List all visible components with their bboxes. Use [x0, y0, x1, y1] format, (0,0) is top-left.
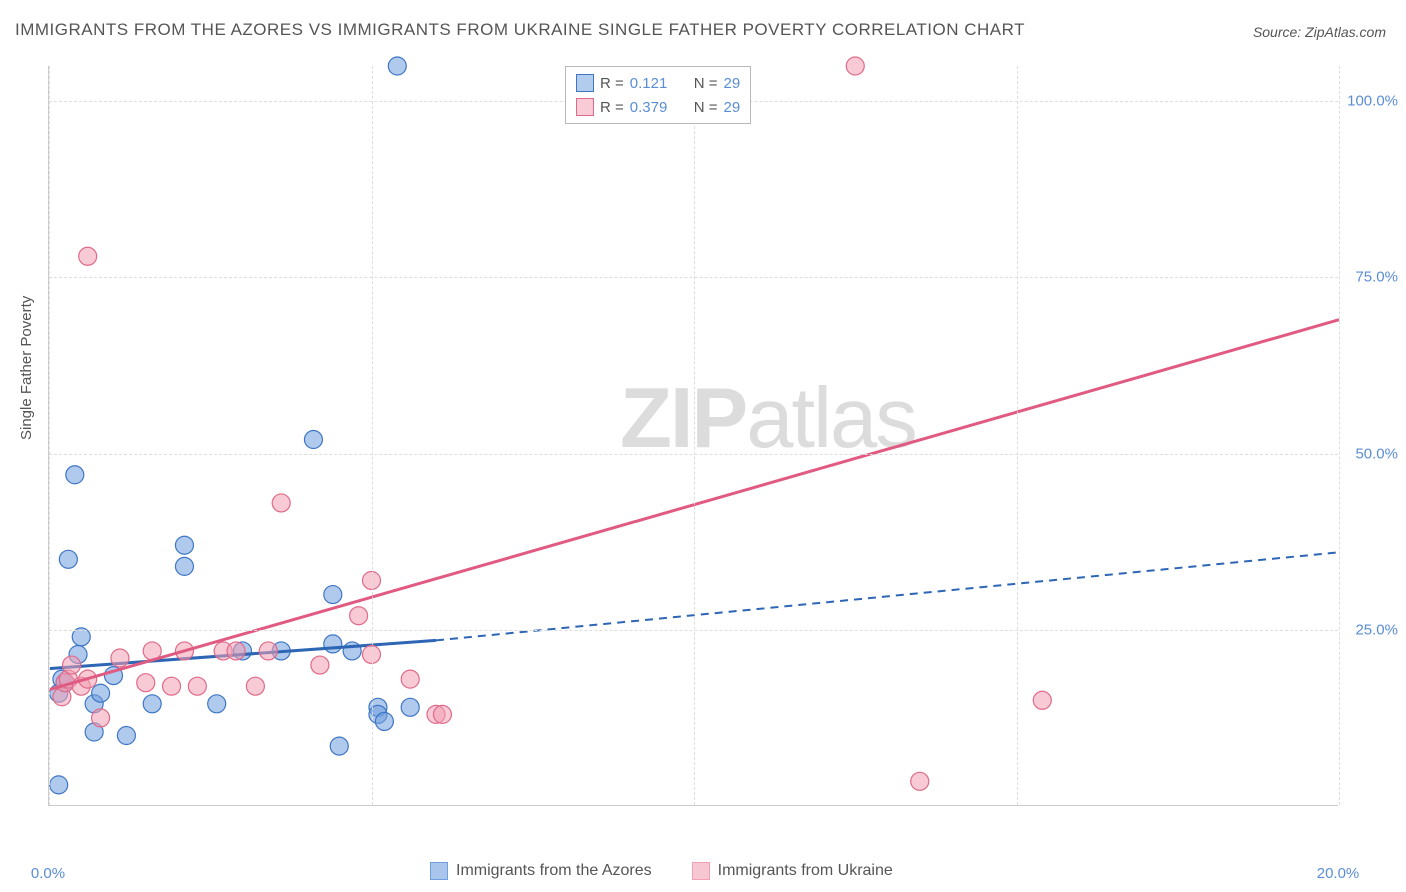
legend-stats-row: R = 0.379 N = 29 [576, 95, 740, 119]
legend-series: Immigrants from the Azores Immigrants fro… [430, 862, 893, 880]
data-point [79, 247, 97, 265]
legend-swatch [576, 98, 594, 116]
data-point [163, 677, 181, 695]
data-point [143, 695, 161, 713]
x-tick-label: 20.0% [1317, 865, 1360, 882]
data-point [375, 712, 393, 730]
legend-swatch [430, 862, 448, 880]
data-point [330, 737, 348, 755]
data-point [208, 695, 226, 713]
data-point [175, 536, 193, 554]
data-point [401, 698, 419, 716]
y-tick-label: 75.0% [1355, 269, 1398, 286]
data-point [259, 642, 277, 660]
r-value: 0.121 [630, 75, 680, 92]
trend-line-dashed [436, 552, 1339, 640]
data-point [137, 674, 155, 692]
y-tick-label: 100.0% [1347, 93, 1398, 110]
data-point [433, 705, 451, 723]
legend-series-item: Immigrants from the Azores [430, 862, 652, 880]
r-label: R = [600, 75, 624, 92]
y-tick-label: 25.0% [1355, 621, 1398, 638]
gridline-vertical [372, 66, 373, 805]
data-point [911, 772, 929, 790]
n-value: 29 [724, 99, 741, 116]
data-point [59, 550, 77, 568]
data-point [175, 557, 193, 575]
data-point [272, 494, 290, 512]
gridline-vertical [1339, 66, 1340, 805]
page-title: IMMIGRANTS FROM THE AZORES VS IMMIGRANTS… [15, 20, 1025, 40]
n-value: 29 [724, 75, 741, 92]
data-point [50, 776, 68, 794]
data-point [401, 670, 419, 688]
legend-stats: R = 0.121 N = 29 R = 0.379 N = 29 [565, 66, 751, 124]
data-point [227, 642, 245, 660]
source-label: Source: ZipAtlas.com [1253, 24, 1386, 40]
n-label: N = [694, 75, 718, 92]
gridline-vertical [1017, 66, 1018, 805]
data-point [66, 466, 84, 484]
scatter-chart: 25.0%50.0%75.0%100.0% [48, 66, 1338, 806]
data-point [350, 607, 368, 625]
legend-swatch [576, 74, 594, 92]
data-point [304, 431, 322, 449]
data-point [324, 586, 342, 604]
data-point [188, 677, 206, 695]
r-value: 0.379 [630, 99, 680, 116]
legend-swatch [692, 862, 710, 880]
legend-series-label: Immigrants from Ukraine [718, 862, 893, 880]
data-point [846, 57, 864, 75]
n-label: N = [694, 99, 718, 116]
data-point [117, 727, 135, 745]
gridline-vertical [49, 66, 50, 805]
r-label: R = [600, 99, 624, 116]
y-tick-label: 50.0% [1355, 445, 1398, 462]
data-point [311, 656, 329, 674]
data-point [324, 635, 342, 653]
data-point [92, 709, 110, 727]
gridline-vertical [694, 66, 695, 805]
legend-series-label: Immigrants from the Azores [456, 862, 652, 880]
y-axis-label: Single Father Poverty [18, 296, 35, 440]
legend-stats-row: R = 0.121 N = 29 [576, 71, 740, 95]
data-point [111, 649, 129, 667]
legend-series-item: Immigrants from Ukraine [692, 862, 893, 880]
data-point [92, 684, 110, 702]
data-point [388, 57, 406, 75]
data-point [246, 677, 264, 695]
data-point [1033, 691, 1051, 709]
data-point [63, 656, 81, 674]
x-tick-label: 0.0% [31, 865, 65, 882]
